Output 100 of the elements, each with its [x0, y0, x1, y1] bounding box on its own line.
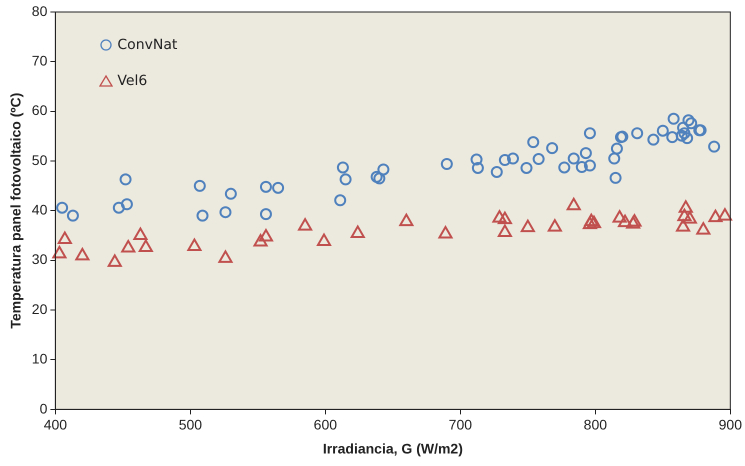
- point: [498, 224, 512, 238]
- point: [681, 132, 694, 144]
- point: [472, 162, 484, 174]
- point: [316, 234, 332, 246]
- y-tick-label: 20: [32, 300, 48, 317]
- x-tick-label: 800: [584, 416, 608, 433]
- point: [75, 248, 90, 260]
- point: [696, 222, 710, 235]
- point: [666, 131, 678, 144]
- point: [336, 161, 349, 174]
- x-tick-label: 500: [178, 416, 202, 433]
- point: [187, 238, 202, 251]
- point: [532, 153, 545, 166]
- point: [520, 220, 535, 232]
- point: [260, 180, 272, 193]
- y-axis-title: Temperatura panel fotovoltaico (ºC): [7, 92, 24, 329]
- point: [566, 198, 581, 210]
- y-tick-label: 40: [32, 202, 48, 218]
- point: [66, 210, 79, 222]
- y-tick-label: 60: [32, 102, 48, 118]
- point: [527, 136, 540, 148]
- y-tick-label: 50: [32, 152, 48, 168]
- legend-label: ConvNat: [117, 37, 178, 53]
- x-tick-label: 600: [314, 416, 338, 433]
- point: [708, 140, 720, 153]
- point: [370, 170, 383, 183]
- point: [685, 117, 698, 130]
- y-tick-label: 30: [32, 251, 48, 268]
- point: [196, 210, 209, 222]
- point: [224, 188, 237, 200]
- x-axis-title: Irradiancia, G (W/m2): [322, 440, 463, 456]
- point: [610, 142, 623, 155]
- point: [608, 152, 620, 165]
- point: [258, 229, 274, 242]
- point: [586, 216, 602, 228]
- point: [138, 239, 153, 252]
- point: [219, 206, 232, 218]
- point: [272, 182, 284, 194]
- point: [584, 214, 598, 226]
- y-tick-label: 0: [40, 400, 48, 416]
- point: [520, 162, 532, 174]
- point: [438, 226, 453, 239]
- point: [708, 210, 723, 222]
- point: [112, 202, 125, 214]
- point: [682, 211, 697, 224]
- point: [350, 226, 365, 238]
- point: [58, 232, 72, 244]
- y-tick-label: 70: [32, 52, 48, 69]
- point: [580, 147, 592, 160]
- point: [678, 200, 693, 213]
- point: [340, 173, 352, 186]
- point: [133, 228, 148, 240]
- y-tick-label: 80: [32, 2, 48, 19]
- legend-label: Vel6: [117, 73, 148, 89]
- point: [568, 152, 580, 165]
- point: [470, 154, 483, 166]
- point: [647, 134, 660, 146]
- point: [548, 219, 562, 232]
- point: [584, 159, 596, 172]
- point: [120, 198, 133, 210]
- point: [120, 173, 132, 186]
- point: [377, 163, 390, 176]
- point: [668, 112, 680, 125]
- point: [506, 152, 519, 165]
- x-tick-label: 700: [448, 416, 472, 433]
- point: [558, 161, 570, 174]
- point: [682, 114, 694, 126]
- point: [677, 122, 690, 134]
- point: [440, 158, 453, 170]
- x-tick-label: 400: [44, 416, 68, 433]
- point: [373, 172, 386, 184]
- point: [718, 208, 732, 221]
- point: [618, 214, 632, 228]
- point: [121, 240, 136, 252]
- point: [576, 160, 588, 173]
- point: [298, 218, 312, 231]
- point: [194, 180, 206, 192]
- point: [399, 214, 414, 226]
- point: [490, 166, 503, 178]
- point: [677, 208, 692, 222]
- point: [584, 127, 596, 140]
- y-tick-label: 10: [32, 350, 48, 367]
- point: [546, 142, 558, 154]
- point: [260, 208, 272, 220]
- point: [253, 234, 268, 246]
- point: [52, 246, 66, 258]
- point: [56, 202, 68, 214]
- point: [334, 194, 346, 206]
- point: [610, 172, 622, 184]
- point: [498, 212, 512, 224]
- point: [631, 127, 644, 140]
- point: [678, 127, 690, 140]
- point: [492, 210, 507, 223]
- point: [498, 154, 511, 166]
- point: [612, 210, 627, 223]
- point: [676, 219, 690, 232]
- point: [108, 254, 122, 267]
- x-tick-label: 900: [718, 416, 742, 433]
- point: [656, 124, 669, 137]
- point: [218, 250, 233, 263]
